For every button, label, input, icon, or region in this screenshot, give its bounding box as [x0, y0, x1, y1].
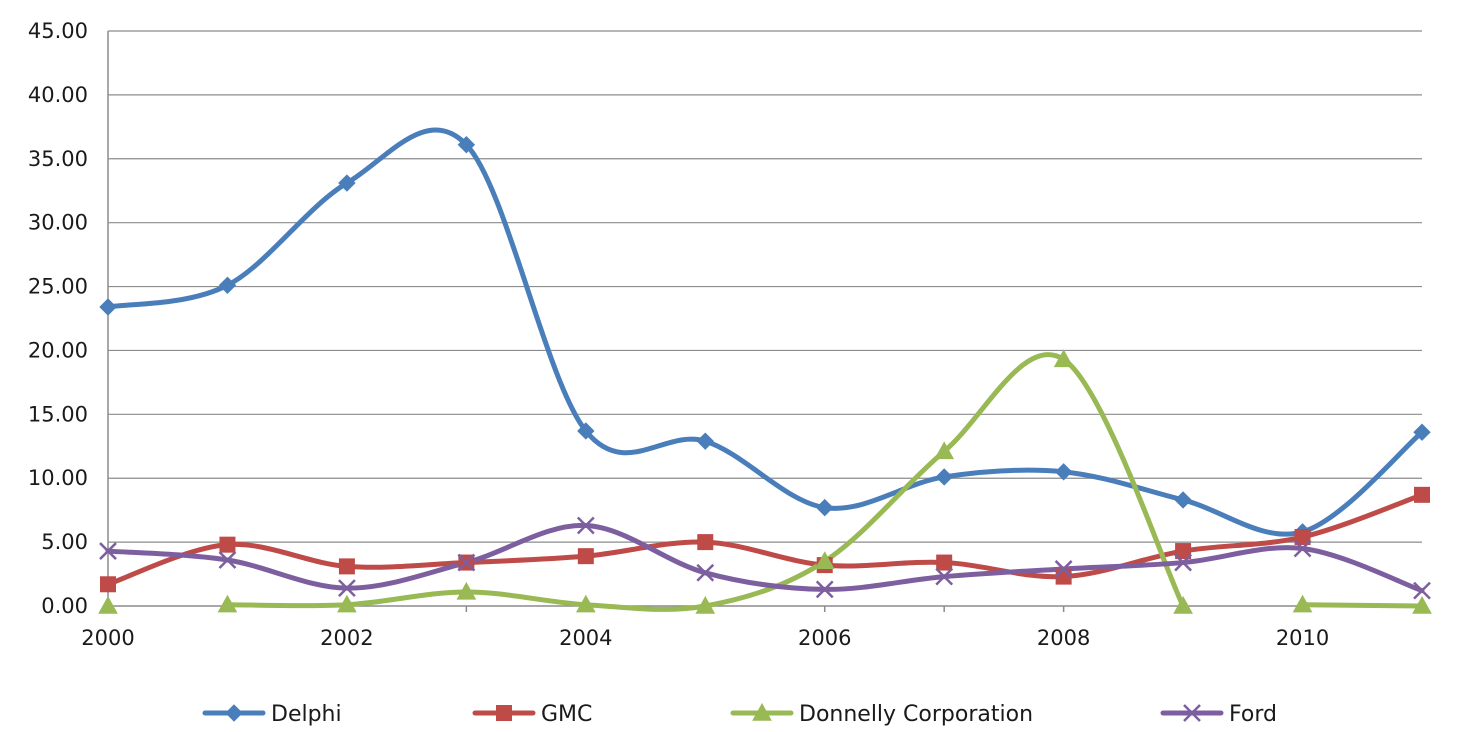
- data-point-delphi: [935, 468, 953, 486]
- data-point-gmc: [1055, 568, 1072, 585]
- data-point-ford: [815, 580, 834, 599]
- data-point-ford: [1413, 581, 1431, 600]
- legend-item-donnelly-corporation: Donnelly Corporation: [730, 702, 1033, 727]
- data-point-gmc: [697, 534, 714, 551]
- data-point-donnelly-corporation: [98, 595, 118, 614]
- legend-label: GMC: [541, 702, 592, 727]
- data-point-donnelly-corporation: [814, 551, 835, 569]
- y-tick-label: 30.00: [28, 211, 88, 235]
- x-tick-label: 2004: [559, 626, 612, 650]
- y-tick-label: 5.00: [41, 530, 88, 554]
- data-point-delphi: [577, 422, 595, 440]
- data-point-delphi: [1413, 423, 1431, 441]
- data-point-ford: [576, 516, 595, 535]
- legend-item-delphi: Delphi: [202, 702, 342, 727]
- legend-marker-donnelly-corporation: [752, 702, 772, 721]
- data-point-gmc: [936, 554, 953, 571]
- legend: Delphi GMC Donnelly Corporation Ford: [202, 702, 1277, 727]
- data-point-delphi: [338, 174, 356, 192]
- x-tick-label: 2000: [81, 626, 134, 650]
- series-lines: [105, 127, 1425, 612]
- data-point-ford: [1293, 539, 1312, 558]
- data-point-ford: [1054, 560, 1073, 578]
- data-point-donnelly-corporation: [337, 594, 357, 613]
- data-point-delphi: [816, 498, 834, 517]
- legend-label: Ford: [1229, 702, 1277, 727]
- y-tick-label: 25.00: [28, 275, 88, 299]
- x-tick-label: 2002: [320, 626, 373, 650]
- data-point-donnelly-corporation: [934, 441, 955, 460]
- data-point-ford: [935, 567, 954, 586]
- legend-marker-gmc: [496, 705, 512, 721]
- data-point-ford: [218, 551, 237, 569]
- legend-item-ford: Ford: [1160, 702, 1277, 727]
- data-point-ford: [457, 553, 476, 572]
- data-point-donnelly-corporation: [456, 581, 477, 600]
- y-tick-label: 0.00: [41, 594, 88, 618]
- data-point-donnelly-corporation: [1412, 595, 1432, 614]
- data-point-donnelly-corporation: [575, 594, 596, 613]
- data-point-ford: [99, 542, 117, 560]
- data-point-donnelly-corporation: [1292, 594, 1313, 613]
- data-point-delphi: [218, 276, 237, 294]
- x-tick-label: 2010: [1276, 626, 1329, 650]
- y-tick-label: 15.00: [28, 402, 88, 426]
- data-point-ford: [338, 579, 356, 597]
- data-point-delphi: [1174, 491, 1192, 509]
- series-line-ford: [105, 522, 1425, 594]
- x-tick-label: 2008: [1037, 626, 1090, 650]
- data-point-donnelly-corporation: [695, 595, 716, 614]
- data-point-gmc: [577, 548, 594, 565]
- data-point-delphi: [1054, 463, 1073, 481]
- legend-marker-delphi: [225, 704, 243, 722]
- data-point-gmc: [338, 558, 355, 575]
- data-point-donnelly-corporation: [217, 594, 238, 613]
- data-point-gmc: [100, 576, 116, 593]
- series-markers: [98, 136, 1432, 614]
- y-axis: 0.00 5.00 10.00 15.00 20.00 25.00 30.00 35.00 40…: [28, 19, 109, 618]
- series-line-donnelly-corporation: [1300, 602, 1425, 609]
- series-line-gmc: [105, 492, 1425, 587]
- data-point-delphi: [457, 136, 476, 154]
- x-tick-label: 2006: [798, 626, 851, 650]
- data-point-delphi: [696, 432, 714, 450]
- legend-marker-ford: [1183, 704, 1201, 722]
- y-tick-label: 20.00: [28, 338, 88, 362]
- data-point-donnelly-corporation: [1053, 349, 1074, 368]
- y-tick-label: 40.00: [28, 83, 88, 107]
- data-point-gmc: [1294, 529, 1311, 545]
- y-tick-label: 45.00: [28, 19, 88, 43]
- data-point-donnelly-corporation: [1173, 595, 1193, 614]
- data-point-ford: [696, 563, 715, 582]
- y-tick-label: 10.00: [28, 466, 88, 490]
- gridlines: [108, 30, 1422, 543]
- data-point-delphi: [99, 298, 117, 316]
- y-tick-label: 35.00: [28, 147, 88, 171]
- data-point-gmc: [1175, 543, 1192, 560]
- legend-label: Donnelly Corporation: [799, 702, 1033, 727]
- series-line-delphi: [105, 127, 1425, 537]
- data-point-ford: [1174, 553, 1192, 572]
- data-point-gmc: [1414, 486, 1430, 503]
- legend-item-gmc: GMC: [472, 702, 592, 727]
- x-axis: 2000 2002 2004 2006 2008 2010: [81, 605, 1423, 650]
- data-point-gmc: [219, 536, 236, 553]
- legend-label: Delphi: [271, 702, 342, 727]
